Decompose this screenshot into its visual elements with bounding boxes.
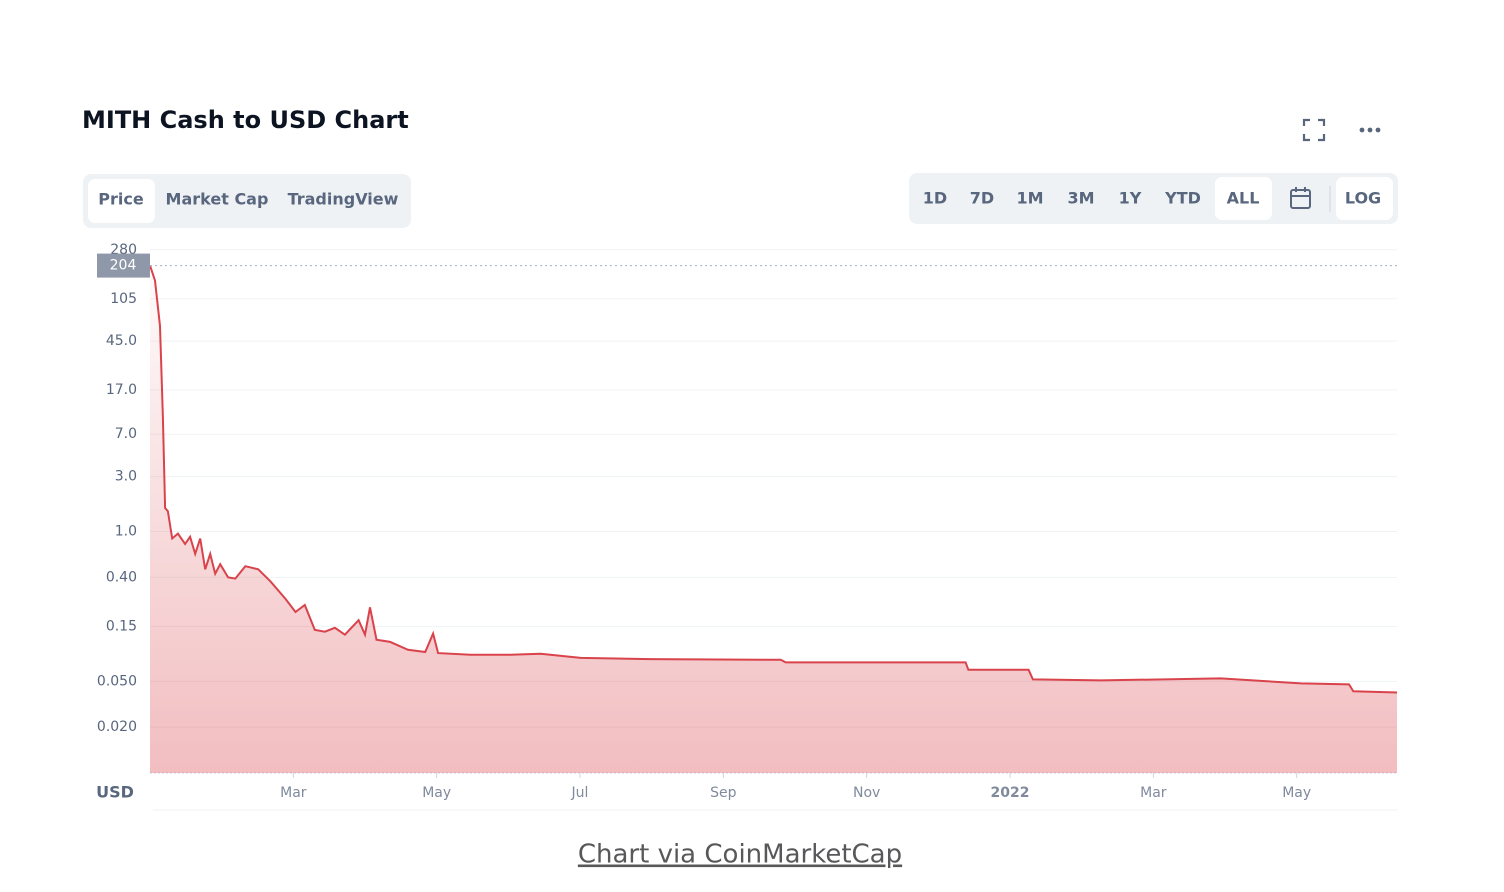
x-tick-label: Jul xyxy=(571,785,589,801)
y-tick-label: 0.15 xyxy=(106,618,137,634)
range-button[interactable]: 1D xyxy=(923,189,947,208)
y-tick-label: 105 xyxy=(110,291,137,307)
price-line xyxy=(149,265,1398,694)
y-tick-label: 0.40 xyxy=(106,569,137,585)
x-tick-label: May xyxy=(1282,785,1311,801)
range-button[interactable]: 7D xyxy=(970,189,994,208)
tab[interactable]: Price xyxy=(98,190,144,209)
tab[interactable]: TradingView xyxy=(288,190,399,209)
range-group xyxy=(909,173,1398,224)
x-tick-label: May xyxy=(422,785,451,801)
calendar-icon[interactable] xyxy=(1290,187,1311,209)
caption-link[interactable]: Chart via CoinMarketCap xyxy=(578,840,902,870)
fullscreen-icon[interactable] xyxy=(1302,118,1326,142)
range-button[interactable]: ALL xyxy=(1227,189,1260,208)
current-price-box xyxy=(97,253,150,278)
x-tick-label: Sep xyxy=(710,785,737,801)
y-tick-label: 0.050 xyxy=(97,673,137,689)
price-area xyxy=(150,265,1397,773)
tab-group xyxy=(83,174,411,228)
current-price-label: 204 xyxy=(110,258,137,274)
y-tick-label: 0.020 xyxy=(97,719,137,735)
x-tick-label: Nov xyxy=(853,785,880,801)
y-tick-label: 1.0 xyxy=(115,524,137,540)
x-tick-label: Mar xyxy=(280,785,307,801)
active-range xyxy=(1215,177,1272,220)
log-button[interactable]: LOG xyxy=(1345,189,1381,208)
y-tick-label: 45.0 xyxy=(106,333,137,349)
range-button[interactable]: 3M xyxy=(1067,189,1094,208)
range-button[interactable]: YTD xyxy=(1164,189,1201,208)
range-button[interactable]: 1Y xyxy=(1119,189,1142,208)
x-tick-label: 2022 xyxy=(991,785,1030,801)
range-button[interactable]: 1M xyxy=(1016,189,1043,208)
tab[interactable]: Market Cap xyxy=(166,190,269,209)
y-tick-label: 17.0 xyxy=(106,382,137,398)
log-button-bg xyxy=(1336,177,1393,220)
y-axis-unit: USD xyxy=(96,783,134,802)
y-tick-label: 7.0 xyxy=(115,426,137,442)
x-tick-label: Mar xyxy=(1140,785,1167,801)
y-tick-label: 3.0 xyxy=(115,469,137,485)
active-tab xyxy=(88,179,155,223)
chart-title: MITH Cash to USD Chart xyxy=(82,106,409,134)
more-icon[interactable] xyxy=(1359,127,1381,133)
